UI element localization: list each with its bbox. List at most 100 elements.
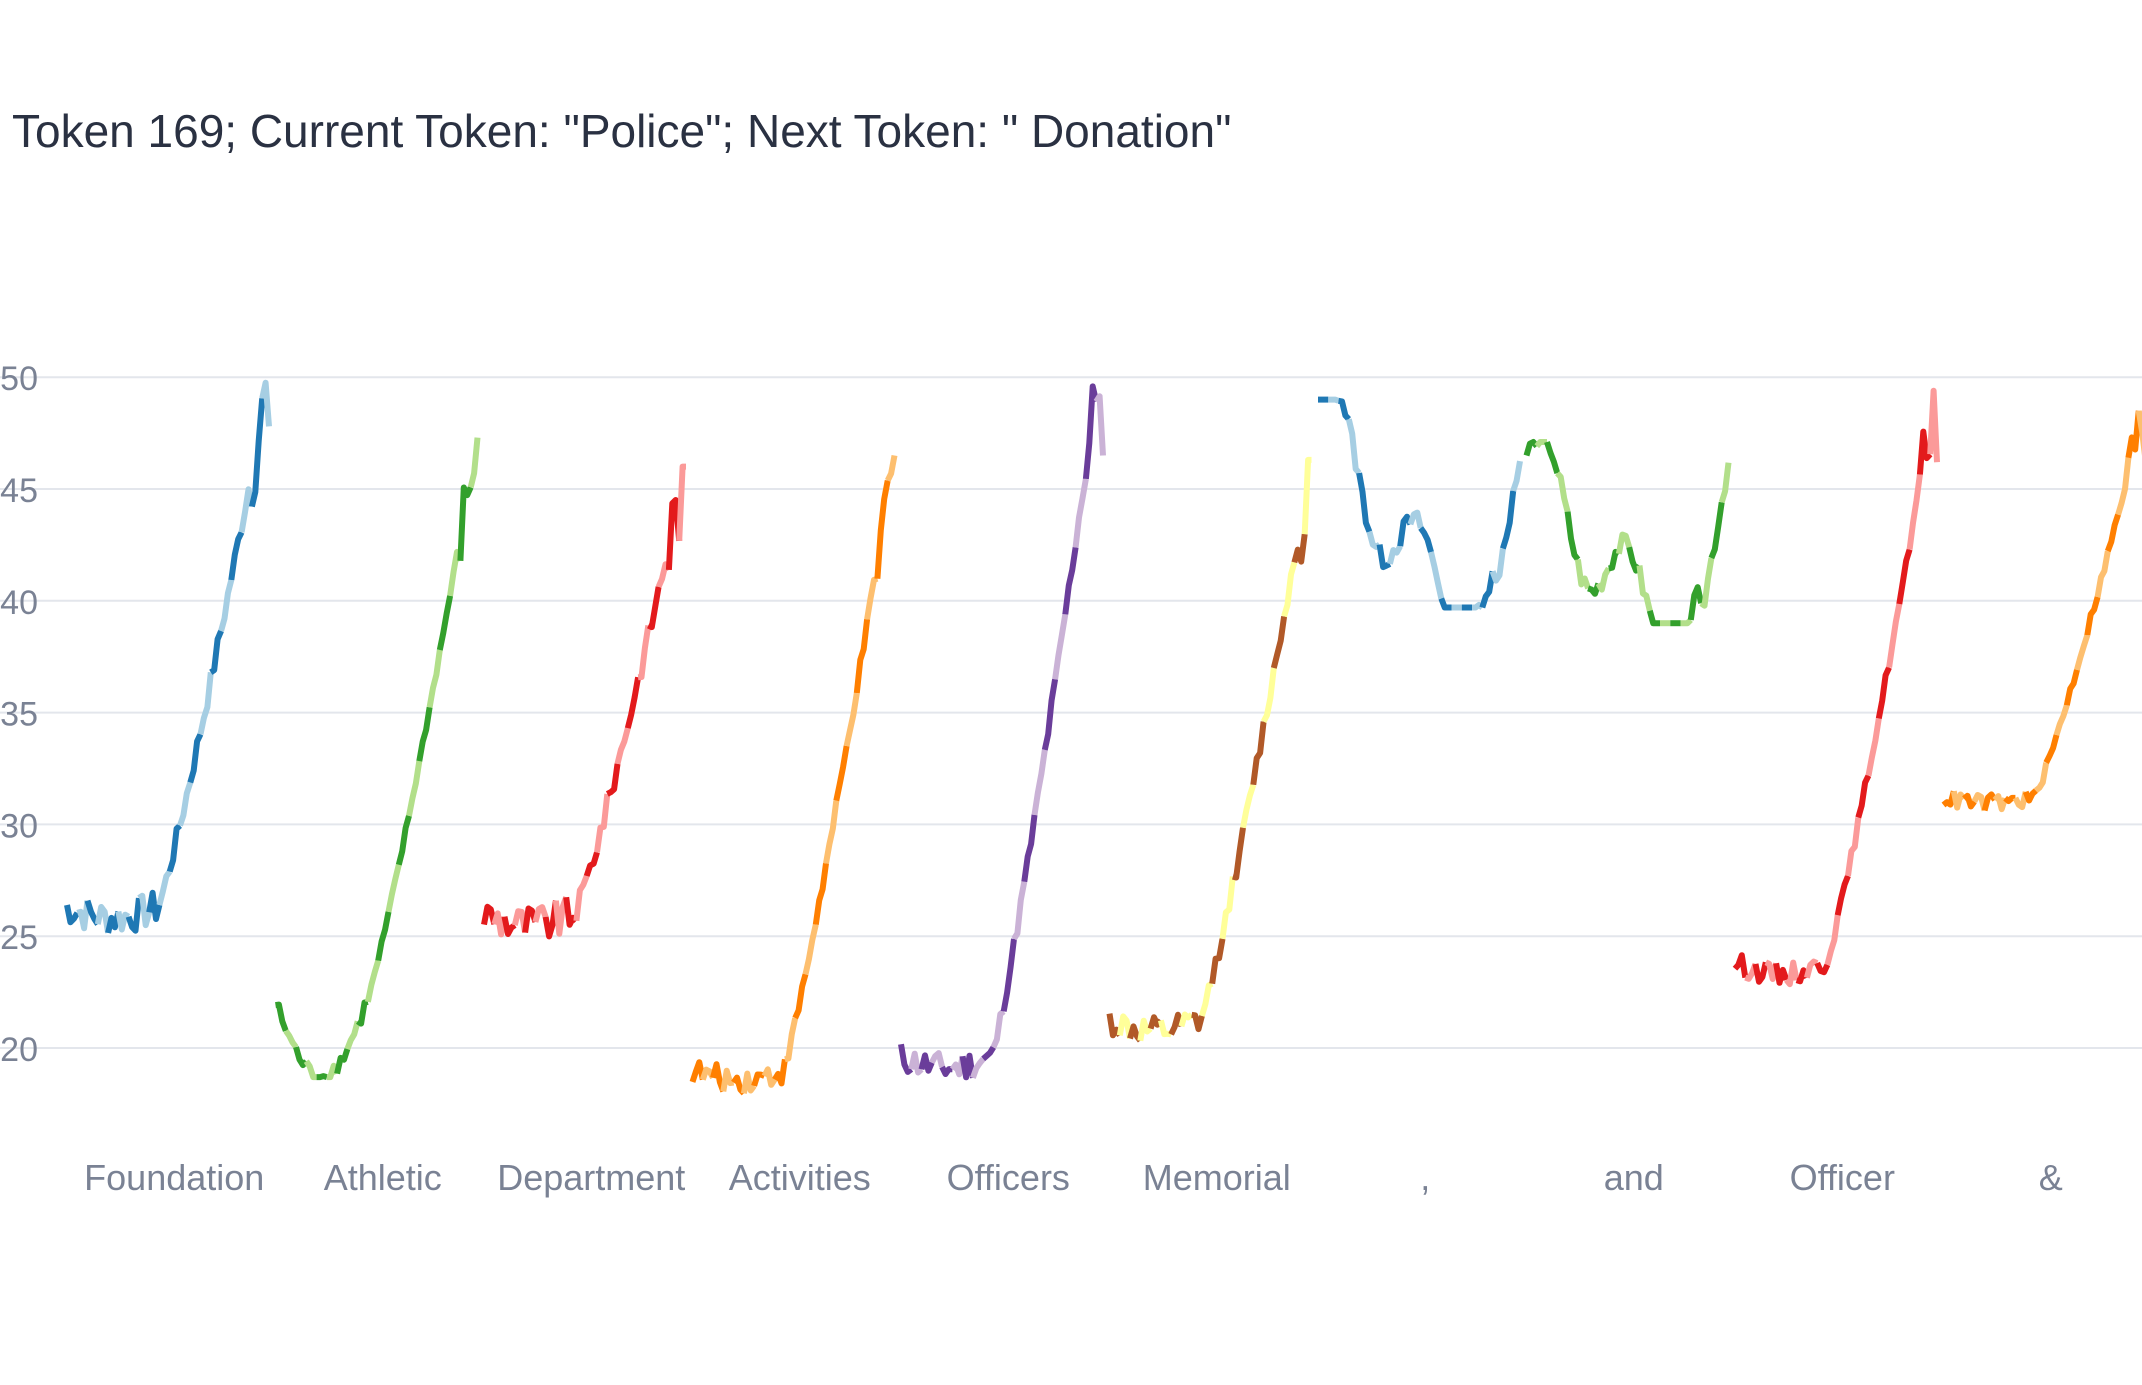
series-segment <box>1609 552 1619 569</box>
series-segment <box>1899 550 1909 605</box>
series-segment <box>785 1018 795 1059</box>
series-4 <box>693 456 895 1094</box>
series-segment <box>317 1076 327 1077</box>
series-segment <box>1243 785 1253 828</box>
series-segment <box>1328 400 1338 401</box>
series-segment <box>129 898 139 931</box>
series-segment <box>440 596 450 650</box>
series-segment <box>1192 1015 1202 1029</box>
series-segment <box>190 734 200 782</box>
series-segment <box>180 783 190 826</box>
y-tick-label: 50 <box>0 360 38 398</box>
series-segment <box>368 961 378 1002</box>
series-10 <box>1944 411 2142 811</box>
x-tick-label: Foundation <box>84 1157 264 1198</box>
series-segment <box>857 619 867 693</box>
x-tick-label: Memorial <box>1143 1157 1291 1198</box>
series-segment <box>1995 796 2005 809</box>
x-tick-label: Officers <box>947 1157 1070 1198</box>
series-segment <box>1910 475 1920 550</box>
series-segment <box>211 631 221 672</box>
series-segment <box>754 1075 764 1086</box>
y-tick-label: 25 <box>0 919 38 957</box>
series-1 <box>67 383 269 933</box>
series-segment <box>826 801 836 864</box>
series-segment <box>1964 796 1974 807</box>
series-segment <box>1014 882 1024 939</box>
series-segment <box>1827 915 1837 965</box>
series-segment <box>628 677 638 728</box>
series-9 <box>1735 391 1937 985</box>
series-segment <box>231 532 241 580</box>
y-tick-label: 45 <box>0 472 38 510</box>
series-segment <box>67 905 77 922</box>
series-segment <box>888 456 895 481</box>
series-segment <box>242 489 252 532</box>
series-segment <box>1212 939 1222 984</box>
series-segment <box>2118 458 2128 515</box>
series-segment <box>2046 735 2056 763</box>
series-6 <box>1110 460 1312 1041</box>
series-segment <box>607 764 617 794</box>
series-segment <box>1421 528 1431 552</box>
series-segment <box>1650 611 1660 624</box>
series-segment <box>471 438 478 488</box>
series-5 <box>901 386 1103 1078</box>
series-segment <box>1869 718 1879 775</box>
x-tick-label: and <box>1604 1157 1664 1198</box>
series-segment <box>922 1055 932 1070</box>
series-segment <box>1691 587 1701 620</box>
series-segment <box>1640 566 1650 611</box>
series-segment <box>1055 614 1065 679</box>
series-segment <box>170 826 180 872</box>
series-7 <box>1318 400 1520 608</box>
series-segment <box>1359 473 1369 532</box>
y-tick-label: 35 <box>0 696 38 734</box>
series-segment <box>460 487 470 561</box>
series-segment <box>648 587 658 627</box>
series-segment <box>2026 791 2036 801</box>
series-segment <box>2067 670 2077 706</box>
series-segment <box>2098 551 2108 597</box>
series-segment <box>276 1005 286 1031</box>
series-segment <box>1274 616 1284 668</box>
series-segment <box>1879 668 1889 719</box>
series-segment <box>1889 604 1899 668</box>
series-segment <box>1369 532 1379 547</box>
series-segment <box>1817 963 1827 972</box>
series-segment <box>1681 620 1691 623</box>
series-segment <box>1482 571 1492 607</box>
series-segment <box>795 974 805 1018</box>
chart-title: Token 169; Current Token: "Police"; Next… <box>12 104 1231 158</box>
series-segment <box>1722 463 1729 503</box>
series-segment <box>286 1031 296 1047</box>
series-segment <box>877 481 887 579</box>
series-segment <box>409 761 419 816</box>
series-segment <box>1004 939 1014 1012</box>
series-segment <box>1858 776 1868 818</box>
series-segment <box>2077 635 2087 670</box>
series-segment <box>1547 442 1557 473</box>
series-segment <box>973 1059 983 1078</box>
y-tick-label: 20 <box>0 1031 38 1069</box>
series-segment <box>347 1021 357 1049</box>
series-segment <box>618 728 628 764</box>
x-tick-label: & <box>2039 1157 2063 1198</box>
series-segment <box>1598 568 1608 589</box>
series-segment <box>358 1002 368 1024</box>
series-segment <box>1557 473 1567 511</box>
series-segment <box>201 672 211 734</box>
series-segment <box>1390 546 1400 564</box>
series-segment <box>399 816 409 865</box>
series-segment <box>1578 560 1588 589</box>
series-segment <box>587 852 597 876</box>
series-segment <box>159 872 169 905</box>
series-segment <box>1284 562 1294 616</box>
series-segment <box>1503 491 1513 549</box>
series-segment <box>221 580 231 631</box>
series-segment <box>1380 545 1390 568</box>
series-segment <box>306 1061 316 1077</box>
